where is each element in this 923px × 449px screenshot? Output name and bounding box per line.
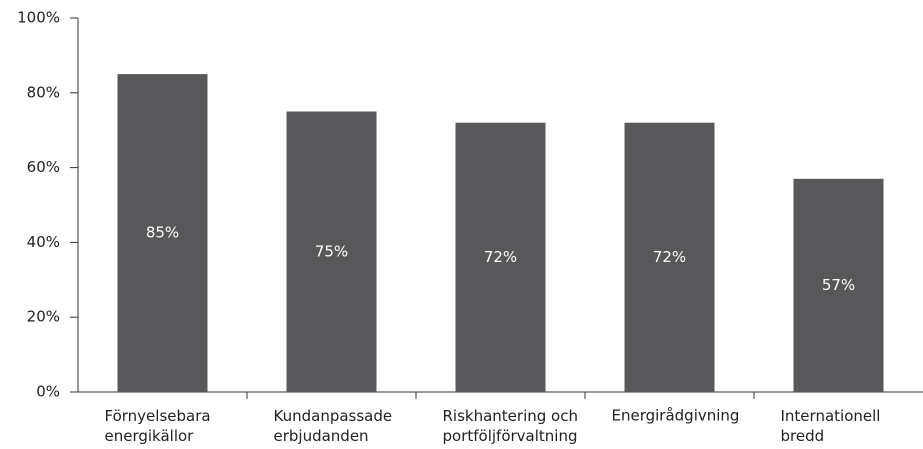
bar — [286, 111, 377, 392]
bar — [793, 178, 884, 392]
bar — [624, 122, 715, 392]
x-tick-label: Förnyelsebara energikällor — [105, 407, 211, 445]
bar — [117, 74, 208, 392]
y-tick-label: 100% — [17, 9, 60, 27]
y-tick-label: 60% — [27, 158, 60, 176]
data-label: 75% — [315, 242, 348, 260]
y-tick-label: 40% — [27, 233, 60, 251]
data-label: 72% — [484, 248, 517, 266]
data-label: 57% — [822, 276, 855, 294]
y-tick-label: 0% — [36, 383, 60, 401]
bar — [455, 122, 546, 392]
x-tick-label: Energirådgivning — [612, 407, 740, 425]
y-tick-label: 20% — [27, 308, 60, 326]
y-tick-label: 80% — [27, 83, 60, 101]
data-label: 72% — [653, 248, 686, 266]
x-tick-label: Riskhantering och portföljförvaltning — [443, 407, 578, 445]
x-tick-label: Internationell bredd — [781, 407, 881, 445]
x-tick-label: Kundanpassade erbjudanden — [274, 407, 393, 445]
data-label: 85% — [146, 224, 179, 242]
